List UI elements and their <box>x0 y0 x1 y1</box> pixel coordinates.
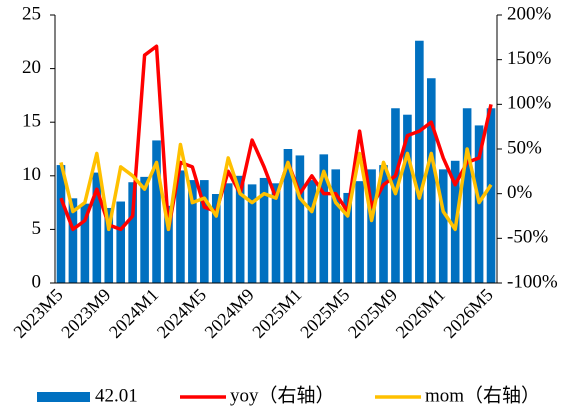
bar <box>403 114 412 283</box>
y-tick-label: 20 <box>22 57 41 78</box>
y-tick-label: 0 <box>32 271 42 292</box>
bar <box>355 181 364 283</box>
bar <box>319 154 329 283</box>
y-tick-label: 15 <box>22 111 41 132</box>
x-tick-label: 2023M9 <box>57 285 114 342</box>
bar <box>152 140 161 283</box>
y2-tick-label: -50% <box>507 227 548 248</box>
x-tick-label: 2025M1 <box>248 285 305 342</box>
x-tick-label: 2024M5 <box>153 285 210 342</box>
bar <box>92 172 102 283</box>
bar <box>367 169 376 283</box>
bar <box>128 182 137 283</box>
x-tick-label: 2026M5 <box>439 285 496 342</box>
x-tick-label: 2025M5 <box>296 285 353 342</box>
bar <box>379 165 388 283</box>
line-series <box>59 142 493 232</box>
bar <box>391 108 400 283</box>
legend-label: mom（右轴） <box>425 384 540 406</box>
y2-tick-label: 0% <box>507 182 533 203</box>
x-tick-label: 2025M9 <box>344 285 401 342</box>
bar <box>486 108 496 283</box>
bar <box>426 78 436 283</box>
bar <box>295 155 305 283</box>
bar <box>140 176 149 283</box>
bar <box>211 194 221 283</box>
bar <box>176 170 185 283</box>
bar <box>200 180 209 283</box>
bar <box>68 198 78 283</box>
legend-swatch <box>37 392 90 402</box>
bar <box>223 183 233 283</box>
bar <box>247 184 257 283</box>
x-tick-label: 2023M5 <box>9 285 66 342</box>
bar <box>331 169 341 283</box>
bar <box>164 205 173 283</box>
y-tick-label: 5 <box>32 218 42 239</box>
y2-tick-label: 150% <box>507 48 552 69</box>
y2-tick-label: -100% <box>507 271 558 292</box>
bar <box>80 203 90 283</box>
bar <box>307 180 317 283</box>
bar <box>271 183 281 283</box>
x-tick-label: 2024M9 <box>201 285 258 342</box>
bar <box>116 201 126 283</box>
y2-tick-label: 50% <box>507 137 542 158</box>
x-tick-label: 2024M1 <box>105 285 162 342</box>
bar <box>438 169 448 283</box>
y2-tick-label: 100% <box>507 93 552 114</box>
legend-label: yoy（右轴） <box>230 384 335 406</box>
bar <box>104 207 114 283</box>
bar <box>56 165 66 283</box>
bar <box>415 40 424 284</box>
bar <box>259 177 269 283</box>
y-tick-label: 25 <box>22 3 41 24</box>
bar <box>188 180 197 283</box>
y2-tick-label: 200% <box>507 3 552 24</box>
bar <box>235 175 245 283</box>
x-tick-label: 2026M1 <box>392 285 449 342</box>
bar <box>462 108 472 283</box>
bar <box>343 192 352 283</box>
bar <box>283 149 293 283</box>
legend-label: 42.01 <box>95 385 138 406</box>
y-tick-label: 10 <box>22 164 41 185</box>
